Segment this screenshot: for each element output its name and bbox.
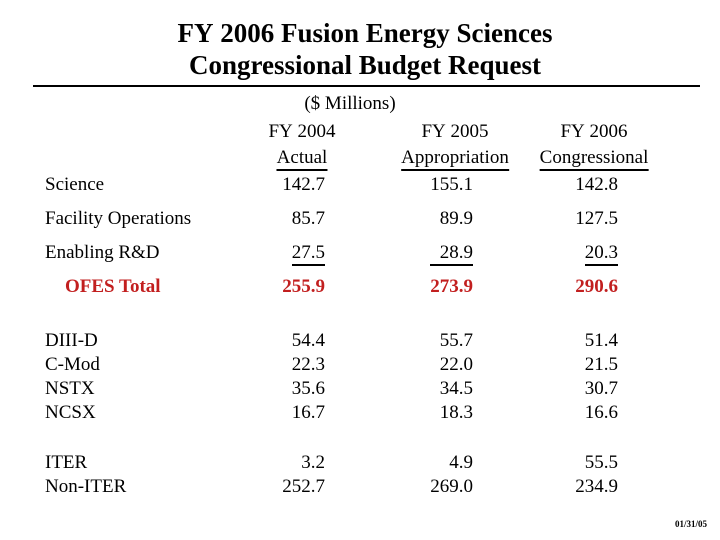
row-label: Facility Operations xyxy=(45,208,192,229)
row-label: C-Mod xyxy=(45,354,100,375)
row-value: 30.7 xyxy=(584,378,618,399)
table-row: Non-ITER 252.7 269.0 234.9 xyxy=(0,476,720,500)
row-label: ITER xyxy=(45,452,88,473)
date-stamp: 01/31/05 xyxy=(674,519,707,529)
row-value: 16.7 xyxy=(291,402,325,423)
row-label: DIII-D xyxy=(45,330,98,351)
page-title: FY 2006 Fusion Energy Sciences Congressi… xyxy=(178,17,553,81)
row-value: 273.9 xyxy=(430,276,473,297)
row-value: 34.5 xyxy=(439,378,473,399)
column-header-fy2005: FY 2005 Appropriation xyxy=(401,119,509,171)
row-value: 234.9 xyxy=(575,476,618,497)
row-label: NCSX xyxy=(45,402,96,423)
row-value: 22.0 xyxy=(439,354,473,375)
row-value: 3.2 xyxy=(301,452,325,473)
row-value: 51.4 xyxy=(584,330,618,351)
budget-table: Science 142.7 155.1 142.8 Facility Operation… xyxy=(0,174,720,500)
table-row: OFES Total 255.9 273.9 290.6 xyxy=(0,276,720,310)
column-header-year: FY 2004 xyxy=(268,121,336,142)
row-label: Non-ITER xyxy=(45,476,127,497)
column-header-subtitle: Congressional xyxy=(539,145,649,171)
row-group: ITER 3.2 4.9 55.5 Non-ITER 252.7 269.0 234.9 xyxy=(0,452,720,500)
row-label: Science xyxy=(45,174,105,195)
page-title-line2: Congressional Budget Request xyxy=(188,50,542,80)
row-value: 55.7 xyxy=(439,330,473,351)
row-value: 269.0 xyxy=(430,476,473,497)
column-header-fy2004: FY 2004 Actual xyxy=(268,119,336,171)
row-value: 55.5 xyxy=(584,452,618,473)
row-value: 54.4 xyxy=(291,330,325,351)
title-divider xyxy=(33,85,700,87)
column-header-fy2006: FY 2006 Congressional xyxy=(539,119,649,171)
row-label: NSTX xyxy=(45,378,95,399)
table-row: DIII-D 54.4 55.7 51.4 xyxy=(0,330,720,354)
page-title-line1: FY 2006 Fusion Energy Sciences xyxy=(177,18,553,48)
row-value: 142.7 xyxy=(282,174,325,195)
row-value: 127.5 xyxy=(575,208,618,229)
row-value: 35.6 xyxy=(291,378,325,399)
row-value: 20.3 xyxy=(473,242,618,266)
table-row: C-Mod 22.3 22.0 21.5 xyxy=(0,354,720,378)
row-value: 21.5 xyxy=(584,354,618,375)
table-row: Facility Operations 85.7 89.9 127.5 xyxy=(0,208,720,242)
row-value: 22.3 xyxy=(291,354,325,375)
row-value: 252.7 xyxy=(282,476,325,497)
row-value: 290.6 xyxy=(575,276,618,297)
table-row: Science 142.7 155.1 142.8 xyxy=(0,174,720,208)
units-label: ($ Millions) xyxy=(304,93,396,114)
column-header-subtitle: Actual xyxy=(268,145,335,171)
row-value: 18.3 xyxy=(439,402,473,423)
table-row: NCSX 16.7 18.3 16.6 xyxy=(0,402,720,426)
table-row: NSTX 35.6 34.5 30.7 xyxy=(0,378,720,402)
row-value: 255.9 xyxy=(282,276,325,297)
row-group: Science 142.7 155.1 142.8 Facility Operation… xyxy=(0,174,720,310)
row-value: 27.5 xyxy=(260,242,325,266)
row-value: 89.9 xyxy=(439,208,473,229)
row-value: 155.1 xyxy=(430,174,473,195)
column-header-year: FY 2005 xyxy=(421,121,489,142)
row-group: DIII-D 54.4 55.7 51.4 C-Mod 22.3 22.0 21.5 NSTX 3… xyxy=(0,330,720,426)
row-value: 28.9 xyxy=(325,242,473,266)
column-header-subtitle: Appropriation xyxy=(401,145,509,171)
column-header-year: FY 2006 xyxy=(560,121,628,142)
row-label: OFES Total xyxy=(65,276,161,297)
row-value: 4.9 xyxy=(449,452,473,473)
row-value: 142.8 xyxy=(575,174,618,195)
row-label: Enabling R&D xyxy=(45,242,160,263)
table-row: ITER 3.2 4.9 55.5 xyxy=(0,452,720,476)
row-value: 85.7 xyxy=(291,208,325,229)
row-value: 16.6 xyxy=(584,402,618,423)
table-row: Enabling R&D 27.5 28.9 20.3 xyxy=(0,242,720,276)
